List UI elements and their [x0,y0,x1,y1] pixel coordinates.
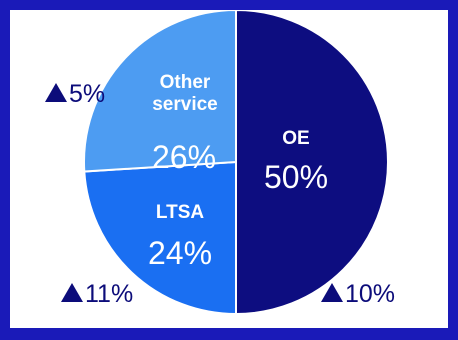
slice-label-oe: OE [282,128,309,149]
slice-change-other-service: 5% [69,80,105,108]
up-triangle-icon [45,83,67,102]
pie-chart: OE 50% 10% LTSA 24% 11% Other service 26% 5% [45,10,395,316]
pie-slice-ltsa [83,160,237,316]
slice-value-other-service: 26% [152,139,216,175]
up-triangle-icon [61,283,83,302]
slice-change-ltsa: 11% [85,280,133,308]
slice-change-oe: 10% [345,280,395,308]
slice-label-ltsa: LTSA [156,202,204,223]
slice-value-ltsa: 24% [148,235,212,271]
slice-value-oe: 50% [264,159,328,195]
slice-label-other-service: Other service [152,72,218,115]
pie-slice-other-service [83,10,237,173]
up-triangle-icon [321,283,343,302]
pie-slice-oe [235,10,389,316]
